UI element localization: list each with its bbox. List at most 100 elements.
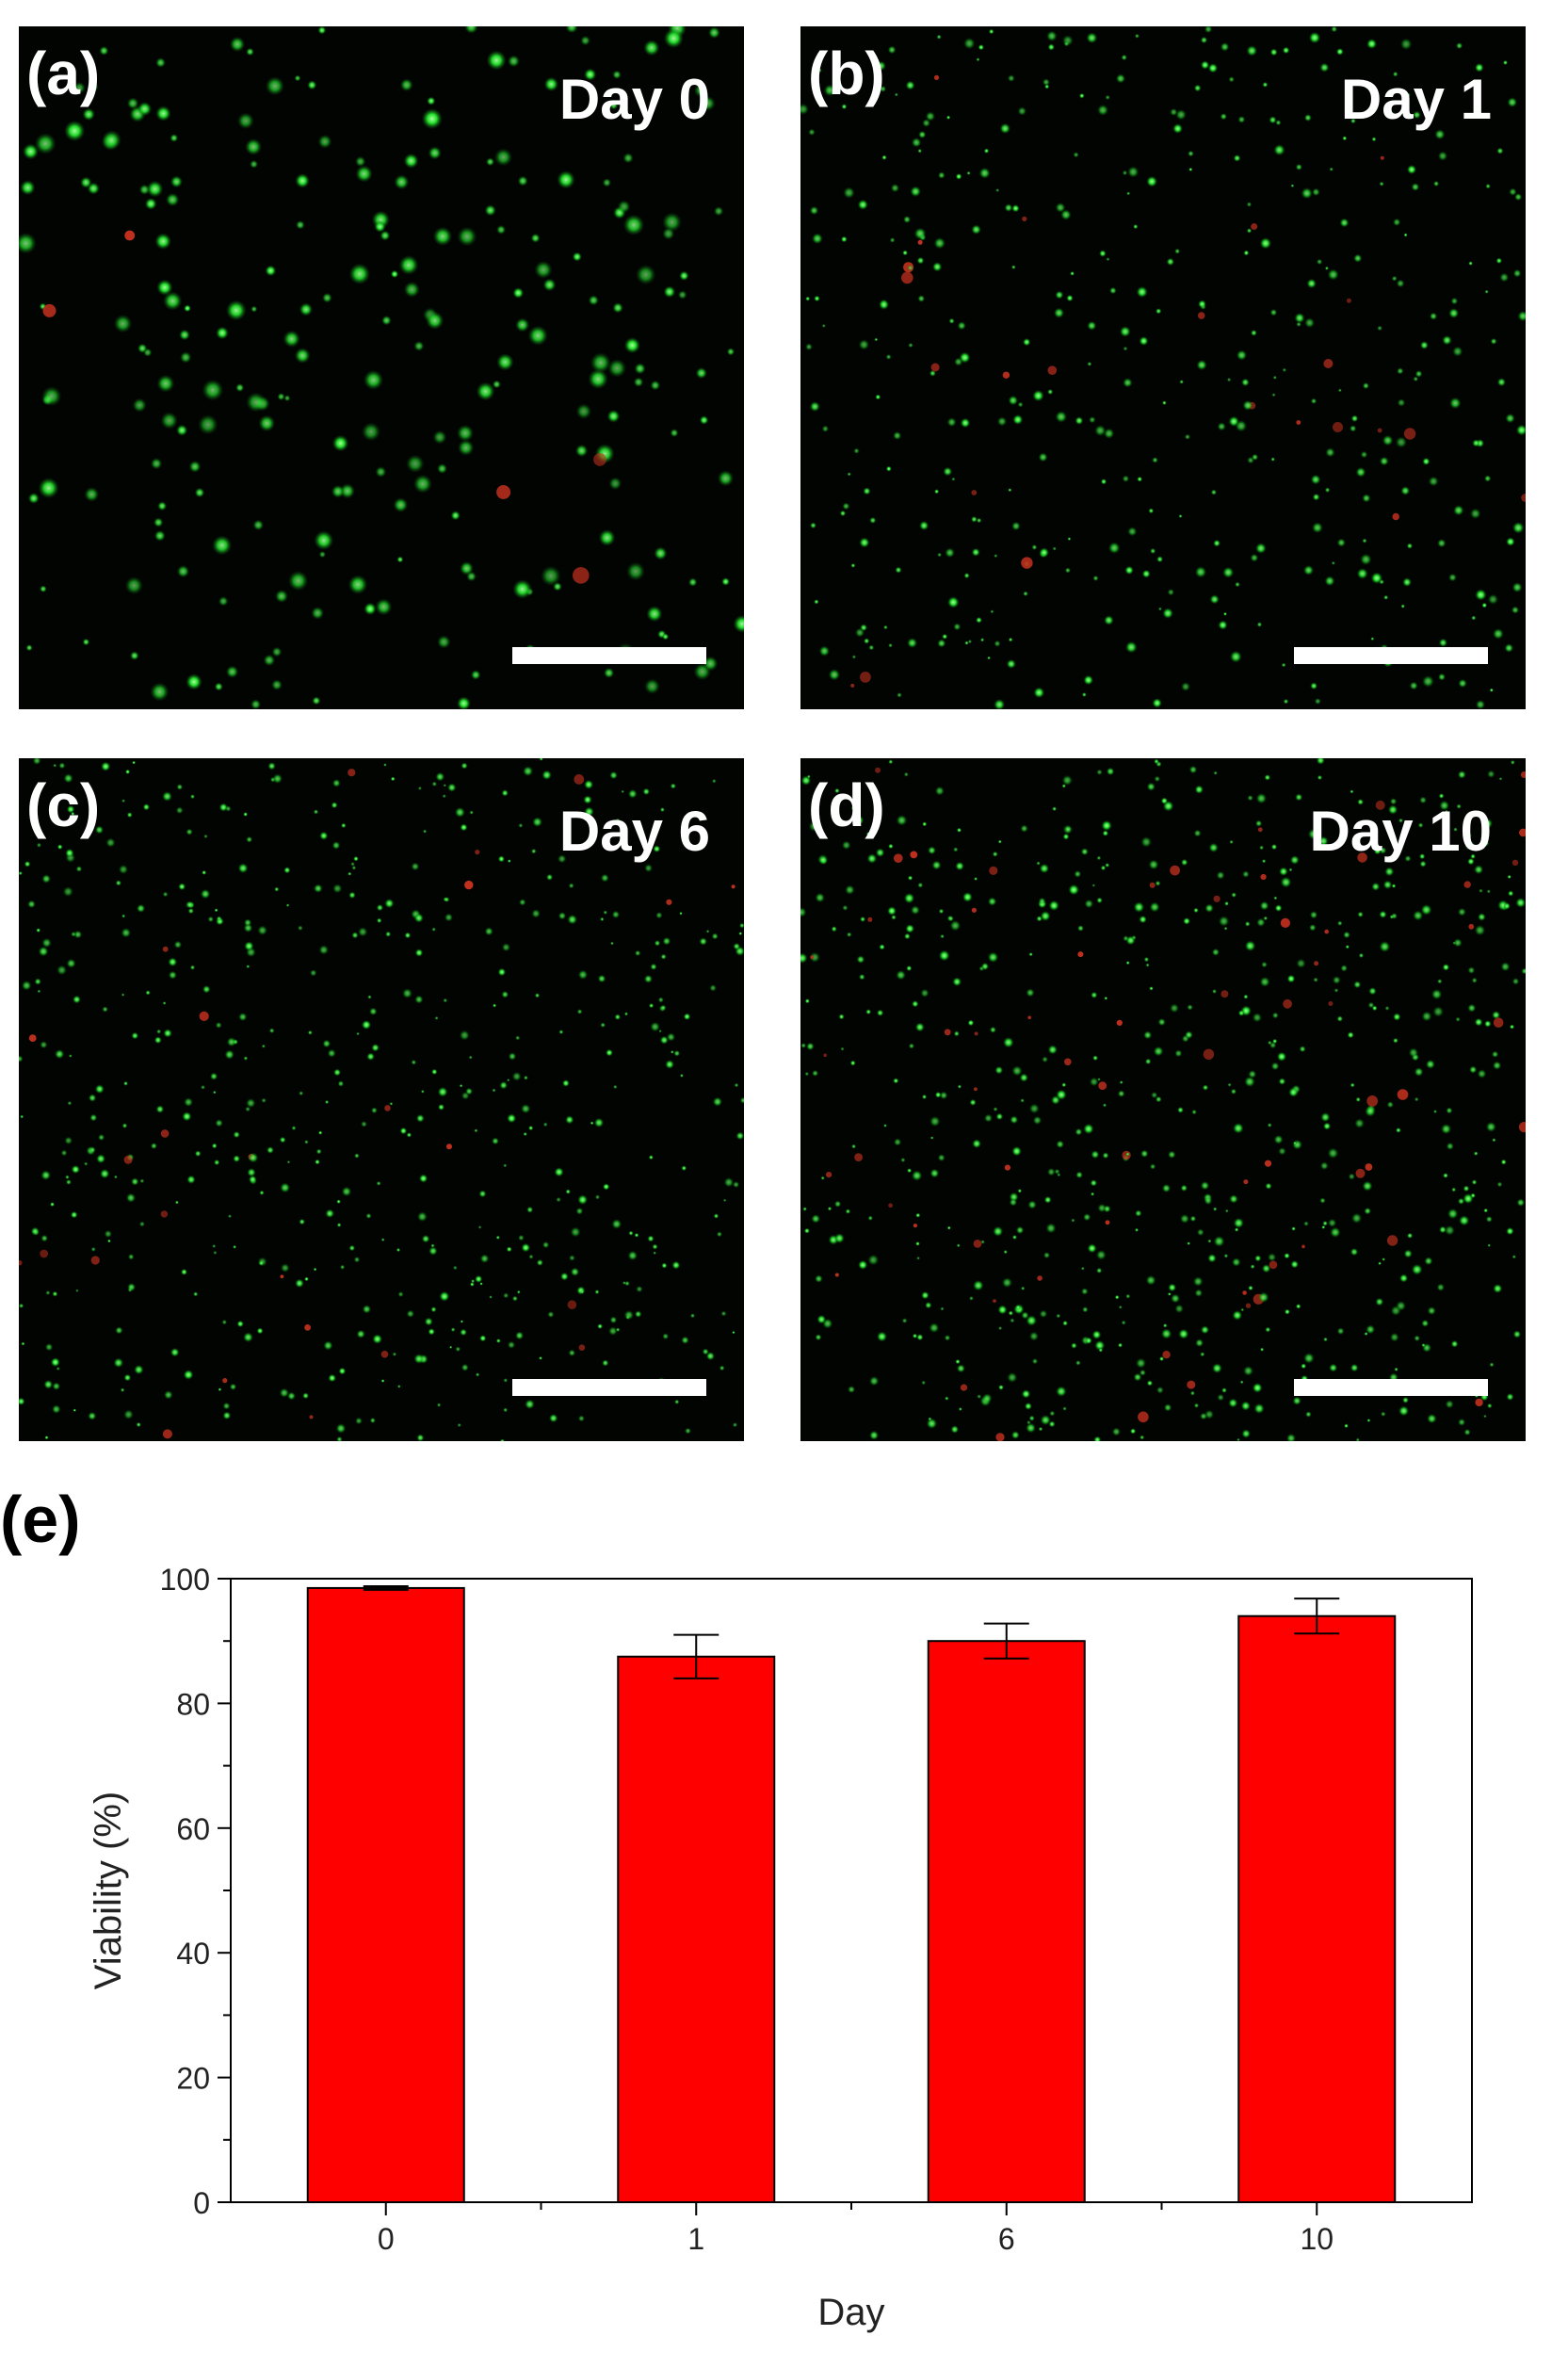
live-cell (705, 929, 710, 933)
live-cell (494, 148, 512, 167)
live-cell (850, 562, 856, 568)
live-cell (1067, 537, 1072, 541)
live-cell (944, 1335, 951, 1341)
live-cell (542, 278, 557, 292)
live-cell (176, 784, 184, 790)
live-cell (1509, 187, 1517, 196)
live-cell (657, 997, 664, 1003)
live-cell (144, 198, 157, 210)
live-cell (917, 882, 924, 888)
live-cell (556, 1196, 561, 1203)
live-cell (1393, 1013, 1401, 1021)
live-cell (1009, 1198, 1018, 1207)
live-cell (1149, 1163, 1156, 1170)
live-cell (1240, 1401, 1251, 1411)
live-cell (458, 439, 475, 456)
live-cell (955, 173, 962, 180)
live-cell (302, 1392, 310, 1400)
live-cell (834, 1233, 845, 1243)
live-cell (1153, 1046, 1164, 1057)
live-cell (381, 315, 392, 326)
live-cell (397, 1291, 404, 1298)
live-cell (738, 932, 743, 935)
live-cell (1105, 863, 1110, 868)
live-cell (815, 892, 825, 903)
live-cell (207, 916, 214, 923)
live-cell (186, 1175, 196, 1184)
live-cell (60, 1149, 68, 1157)
live-cell (956, 1243, 961, 1248)
live-cell (1445, 809, 1448, 814)
live-cell (842, 904, 849, 911)
live-cell (902, 250, 908, 256)
live-cell (584, 779, 594, 789)
live-cell (1443, 1173, 1448, 1178)
live-cell (299, 1218, 305, 1225)
live-cell (1275, 120, 1282, 126)
live-cell (905, 924, 914, 933)
live-cell (1469, 508, 1481, 520)
live-cell (1272, 375, 1277, 380)
live-cell (716, 1231, 722, 1238)
live-cell (1439, 1225, 1447, 1234)
live-cell (63, 773, 73, 784)
live-cell (1220, 42, 1230, 52)
dead-cell (475, 850, 480, 855)
live-cell (643, 40, 660, 57)
live-cell (990, 609, 994, 614)
live-cell (1444, 1225, 1455, 1236)
live-cell (800, 1043, 807, 1048)
live-cell (437, 463, 447, 474)
live-cell (1135, 1209, 1142, 1217)
live-cell (307, 1030, 313, 1035)
live-cell (1366, 1324, 1376, 1335)
live-cell (1439, 800, 1450, 811)
live-cell (1242, 870, 1250, 878)
live-cell (543, 76, 559, 92)
live-cell (636, 1286, 643, 1293)
live-cell (1075, 1171, 1083, 1179)
live-cell (693, 83, 708, 98)
live-cell (1273, 144, 1285, 156)
live-cell (437, 1086, 448, 1097)
live-cell (457, 226, 477, 247)
live-cell (887, 45, 897, 55)
live-cell (1350, 1247, 1359, 1257)
live-cell (392, 1352, 397, 1356)
live-cell (709, 984, 717, 992)
live-cell (594, 1194, 601, 1200)
live-cell (1202, 1084, 1209, 1091)
live-cell (137, 343, 148, 353)
live-cell (936, 34, 942, 40)
live-cell (541, 565, 561, 587)
live-cell (213, 1250, 218, 1255)
live-cell (671, 1260, 681, 1270)
live-cell (1092, 1055, 1098, 1062)
live-cell (1237, 1437, 1240, 1441)
live-cell (1438, 638, 1447, 647)
live-cell (913, 227, 927, 240)
live-cell (183, 1370, 194, 1380)
live-cell (1419, 853, 1426, 860)
live-cell (406, 454, 425, 473)
live-cell (1336, 538, 1346, 547)
live-cell (1511, 606, 1520, 614)
live-cell (1295, 1304, 1301, 1309)
live-cell (1043, 1252, 1051, 1259)
live-cell (1117, 1090, 1125, 1097)
live-cell (1284, 1308, 1290, 1315)
live-cell (50, 1202, 55, 1208)
live-cell (356, 1329, 365, 1338)
live-cell (1247, 794, 1253, 802)
live-cell (1459, 1215, 1470, 1226)
live-cell (114, 1175, 118, 1179)
live-cell (507, 1113, 517, 1124)
live-cell (534, 260, 553, 279)
dead-cell (1357, 852, 1367, 863)
live-cell (804, 998, 810, 1004)
live-cell (1011, 1234, 1017, 1241)
live-cell (858, 339, 870, 350)
live-cell (1387, 804, 1398, 815)
dead-cell (1022, 216, 1027, 221)
live-cell (385, 931, 392, 937)
